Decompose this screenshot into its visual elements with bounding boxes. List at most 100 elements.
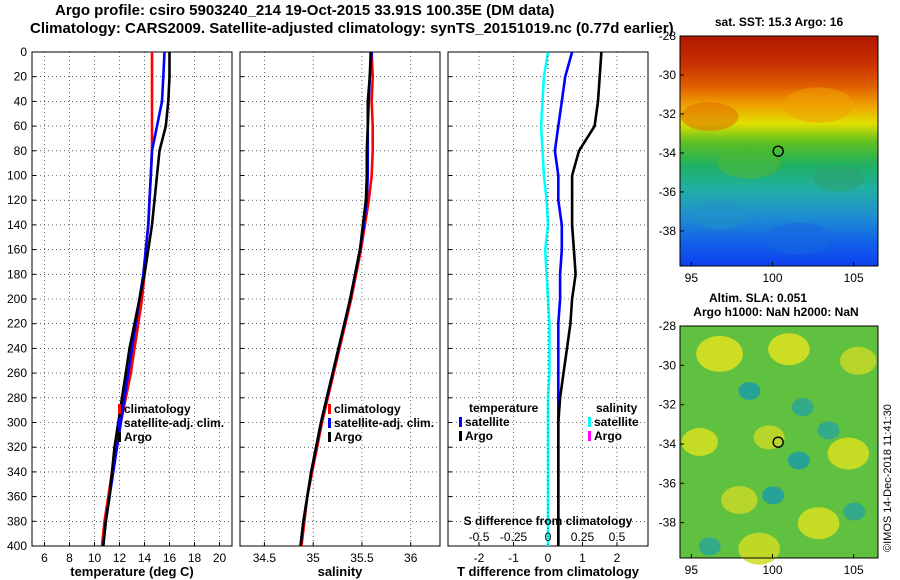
sla-low xyxy=(791,398,814,417)
legend-swatch xyxy=(328,418,331,428)
depth-tick-label: 200 xyxy=(7,292,27,306)
map-y-tick-label: -32 xyxy=(659,398,677,412)
depth-tick-label: 340 xyxy=(7,465,27,479)
sla-subtitle: Argo h1000: NaN h2000: NaN xyxy=(693,305,858,319)
x-tick-label: 16 xyxy=(163,551,177,565)
sla-title: Altim. SLA: 0.051 xyxy=(709,291,807,305)
x-tick-label-top: -0.5 xyxy=(469,530,490,544)
depth-tick-label: 220 xyxy=(7,317,27,331)
sst-texture xyxy=(690,201,749,230)
salinity-panel: 34.5 35 35.5 36 salinity climatologysatellite… xyxy=(239,51,441,579)
x-tick-label: 36 xyxy=(404,551,418,565)
legend-swatch xyxy=(118,404,121,414)
sla-low xyxy=(698,537,721,556)
depth-tick-label: 240 xyxy=(7,341,27,355)
sla-high xyxy=(797,507,840,540)
map-x-tick-label: 105 xyxy=(844,271,864,285)
depth-tick-label: 120 xyxy=(7,193,27,207)
legend-swatch xyxy=(459,431,462,441)
series-line-s-satellite xyxy=(539,51,551,546)
sla-low xyxy=(762,486,785,505)
depth-tick-label: 20 xyxy=(14,70,28,84)
sst-texture xyxy=(783,87,854,123)
map-y-tick-label: -32 xyxy=(659,107,677,121)
temperature-panel: 6 8 10 12 14 16 18 20 temperature (deg C) climato… xyxy=(31,51,233,579)
depth-tick-label: 60 xyxy=(14,119,28,133)
legend-swatch xyxy=(328,404,331,414)
sla-high xyxy=(738,532,780,565)
depth-tick-label: 80 xyxy=(14,144,28,158)
x-tick-label: -1 xyxy=(508,551,519,565)
map-y-tick-label: -28 xyxy=(659,29,677,43)
sla-high xyxy=(768,333,810,366)
depth-tick-label: 320 xyxy=(7,440,27,454)
sst-texture xyxy=(812,165,865,192)
depth-tick-label: 380 xyxy=(7,514,27,528)
legend-label: satellite xyxy=(594,415,639,429)
x-tick-label: 20 xyxy=(213,551,227,565)
depth-tick-label: 360 xyxy=(7,490,27,504)
x-tick-label: 35.5 xyxy=(350,551,374,565)
x-tick-label: -2 xyxy=(474,551,485,565)
map-x-tick-label: 100 xyxy=(762,563,782,577)
map-x-tick-label: 105 xyxy=(844,563,864,577)
series-line-argo xyxy=(299,51,372,547)
x-tick-label: 6 xyxy=(41,551,48,565)
legend-swatch xyxy=(588,417,591,427)
depth-tick-label: 280 xyxy=(7,391,27,405)
sla-high xyxy=(827,437,870,470)
depth-tick-label: 260 xyxy=(7,366,27,380)
depth-tick-label: 300 xyxy=(7,416,27,430)
sla-high xyxy=(681,428,718,456)
x-tick-label: 1 xyxy=(579,551,586,565)
map-x-tick-label: 95 xyxy=(685,271,699,285)
sst-texture xyxy=(717,146,782,179)
map-y-tick-label: -34 xyxy=(659,437,677,451)
sla-high xyxy=(696,335,743,372)
sst-texture xyxy=(680,102,739,131)
sst-title: sat. SST: 15.3 Argo: 16 xyxy=(715,15,844,29)
map-y-tick-label: -38 xyxy=(659,516,677,530)
map-y-tick-label: -38 xyxy=(659,224,677,238)
series-line-t-argo xyxy=(556,51,603,546)
map-x-tick-label: 95 xyxy=(685,563,699,577)
legend-swatch xyxy=(118,432,121,442)
title-line-1: Argo profile: csiro 5903240_214 19-Oct-2… xyxy=(55,2,555,19)
map-y-tick-label: -30 xyxy=(659,358,677,372)
sla-map-panel: -28 -30 -32 -34 -36 -38 95 100 105 Altim. SLA: 0.… xyxy=(659,291,879,577)
map-y-tick-label: -34 xyxy=(659,146,677,160)
depth-tick-label: 400 xyxy=(7,539,27,553)
sla-low xyxy=(787,451,810,470)
x-tick-label-top: 0.5 xyxy=(609,530,626,544)
sla-low xyxy=(738,381,761,400)
series-line-argo xyxy=(101,52,171,547)
legend-title-salinity: salinity xyxy=(596,401,638,415)
x-tick-label: 14 xyxy=(138,551,152,565)
depth-tick-label: 0 xyxy=(20,45,27,59)
sst-map-frame xyxy=(679,35,879,267)
sla-high xyxy=(840,346,877,375)
temperature-xlabel: temperature (deg C) xyxy=(70,564,194,579)
legend-label: satellite-adj. clim. xyxy=(124,416,224,430)
sla-low xyxy=(817,421,840,440)
map-x-tick-label: 100 xyxy=(762,271,782,285)
x-tick-label: 34.5 xyxy=(253,551,277,565)
legend-title-temperature: temperature xyxy=(469,401,539,415)
x-tick-label: 10 xyxy=(88,551,102,565)
x-tick-label-top: 0.25 xyxy=(571,530,595,544)
x-tick-label: 8 xyxy=(66,551,73,565)
depth-tick-label: 140 xyxy=(7,218,27,232)
legend-swatch xyxy=(118,418,121,428)
legend-swatch xyxy=(459,417,462,427)
x-tick-label-top: 0 xyxy=(545,530,552,544)
x-tick-label: 35 xyxy=(306,551,320,565)
map-y-tick-label: -36 xyxy=(659,476,677,490)
legend-label: climatology xyxy=(334,402,401,416)
legend-label: Argo xyxy=(465,429,493,443)
salinity-xlabel: salinity xyxy=(318,564,364,579)
argo-location-marker xyxy=(772,145,784,157)
sla-high xyxy=(753,425,785,450)
x-tick-label: 18 xyxy=(188,551,202,565)
legend-label: Argo xyxy=(594,429,622,443)
legend-label: satellite-adj. clim. xyxy=(334,416,434,430)
